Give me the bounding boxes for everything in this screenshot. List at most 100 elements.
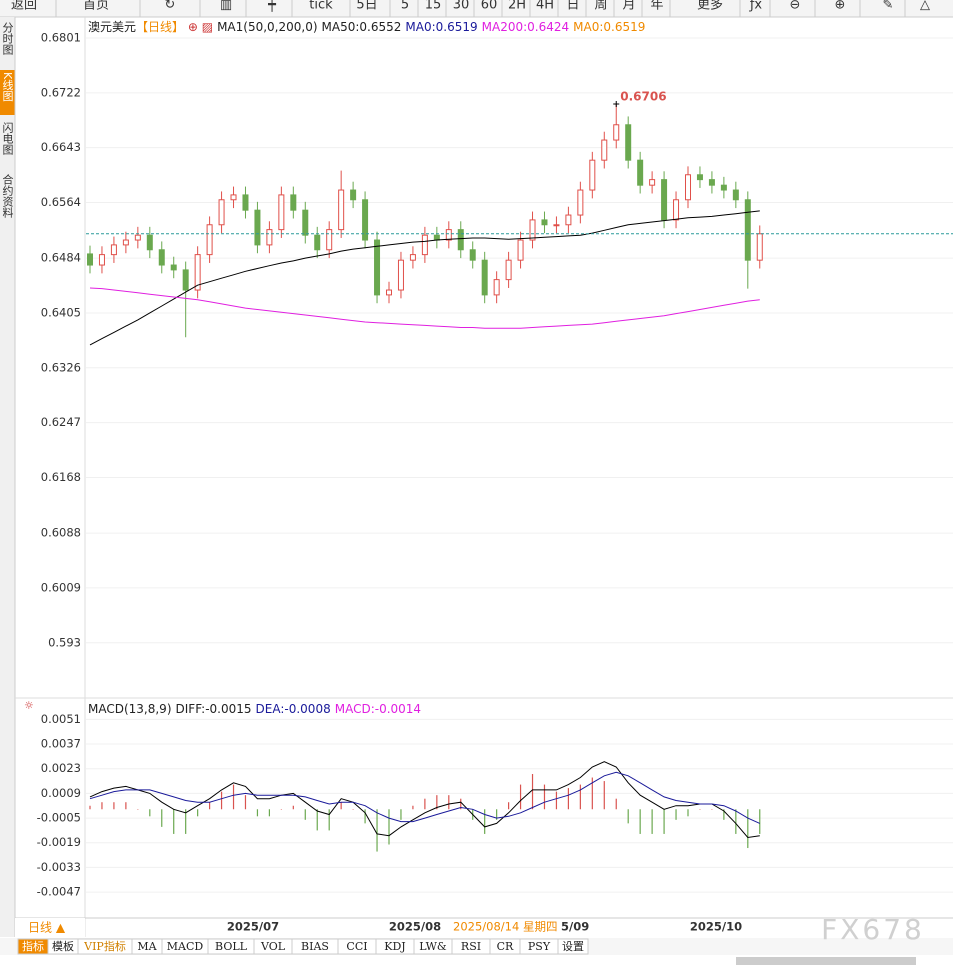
scrollbar[interactable] (736, 957, 916, 965)
indicator-tab[interactable]: 模板 (52, 939, 74, 953)
crosshair-date: 2025/08/14 星期四 (453, 920, 557, 934)
y-tick-label: 0.0037 (41, 737, 81, 751)
candle-body (242, 194, 249, 211)
candle-body (194, 254, 201, 291)
candle-body (421, 234, 428, 256)
time-label: 2025/07 (227, 920, 279, 934)
side-tab[interactable]: 分时图 (1, 22, 14, 56)
y-tick-label: -0.0033 (37, 860, 81, 874)
indicator-tab[interactable]: LW& (419, 940, 447, 953)
side-tab[interactable]: 闪电图 (1, 121, 14, 156)
side-tab[interactable]: K线图 (1, 72, 14, 102)
toolbar-icon[interactable]: ƒx (749, 0, 763, 13)
candle-body (732, 189, 739, 201)
indicator-tab[interactable]: CR (497, 940, 514, 953)
candle-body (146, 234, 153, 251)
candle-body (230, 194, 237, 201)
candle-body (565, 214, 572, 226)
toolbar-button[interactable]: 15 (425, 0, 442, 13)
candle-body (469, 249, 476, 261)
legend-entry: MA1(50,0,200,0) (217, 20, 317, 34)
y-tick-label: 0.0051 (41, 712, 81, 726)
candle-body (254, 209, 261, 246)
candle-body (685, 174, 691, 201)
candle-body (589, 159, 596, 191)
instrument-name: 澳元美元 (88, 20, 136, 34)
max-marker (613, 100, 620, 107)
time-label: 2025/10 (690, 920, 742, 934)
toolbar (0, 0, 953, 17)
toolbar-button[interactable]: 周 (594, 0, 607, 13)
period: 【日线】 (136, 20, 184, 34)
y-tick-label: 0.593 (48, 635, 81, 649)
indicator-tab[interactable]: BOLL (215, 940, 248, 953)
max-label: 0.6706 (620, 89, 666, 103)
candle-body (386, 289, 392, 296)
indicator-tab[interactable]: MACD (167, 940, 204, 953)
y-tick-label: 0.6168 (41, 470, 81, 484)
toolbar-icon[interactable]: △ (920, 0, 930, 13)
candle-body (206, 224, 213, 256)
y-tick-label: 0.6484 (41, 251, 81, 265)
indicator-tab[interactable]: RSI (461, 940, 481, 953)
toolbar-button[interactable]: 2H (508, 0, 526, 13)
toolbar-button[interactable]: 日 (566, 0, 579, 13)
candle-body (302, 209, 309, 236)
macd-line (89, 761, 760, 839)
indicator-tab[interactable]: BIAS (301, 940, 329, 953)
indicator-tab[interactable]: VIP指标 (83, 939, 126, 953)
toolbar-icon[interactable]: ┿ (267, 0, 276, 13)
toolbar-button[interactable]: 5日 (356, 0, 377, 13)
toolbar-icon[interactable]: ↻ (165, 0, 176, 13)
legend-entry: DIFF:-0.0015 (176, 702, 252, 716)
candle-body (433, 234, 440, 241)
toolbar-icon[interactable]: ⊕ (835, 0, 846, 13)
candle-body (87, 253, 93, 266)
toolbar-button[interactable]: 返回 (11, 0, 37, 13)
indicator-tab[interactable]: VOL (260, 940, 286, 953)
toolbar-button[interactable]: 4H (536, 0, 554, 13)
toolbar-items: 返回 首页 tick 5日 5 15 30 60 2H 4H 日 周 月 年 更多 (11, 0, 723, 13)
candle-body (110, 244, 117, 256)
candle-body (708, 179, 715, 186)
toolbar-icon[interactable]: ✎ (883, 0, 894, 13)
candle-body (457, 229, 464, 251)
period-label[interactable]: 日线 ▲ (28, 921, 66, 935)
candle-body (661, 179, 668, 221)
toolbar-icon[interactable]: ▥ (220, 0, 232, 13)
indicator-tab[interactable]: KDJ (384, 940, 405, 953)
candle-body (134, 234, 141, 241)
toolbar-button[interactable]: 60 (481, 0, 498, 13)
period-box (15, 918, 85, 938)
indicator-tab[interactable]: MA (137, 940, 157, 953)
toolbar-button[interactable]: 月 (622, 0, 635, 13)
candle-body (314, 234, 321, 251)
candle-body (122, 239, 129, 246)
legend-entry: DEA:-0.0008 (256, 702, 331, 716)
candle-body (649, 179, 656, 186)
active-side-tab (0, 70, 15, 115)
toolbar-button[interactable]: 年 (650, 0, 663, 13)
candle-body (290, 194, 297, 211)
toolbar-button[interactable]: 更多 (697, 0, 723, 13)
toolbar-button[interactable]: 5 (401, 0, 409, 13)
side-tab[interactable]: 合约资料 (1, 173, 14, 219)
indicator-tab[interactable]: 指标 (22, 939, 44, 953)
settings-icon[interactable]: ☼ (24, 699, 34, 712)
candle-body (170, 264, 177, 271)
legend-entry: MA0:0.6519 (405, 20, 477, 34)
candle-body (756, 233, 763, 261)
tab-box (557, 938, 589, 955)
toolbar-button[interactable]: 首页 (83, 0, 109, 13)
candle-body (182, 269, 189, 291)
toolbar-button[interactable]: tick (309, 0, 333, 13)
indicator-tab[interactable]: CCI (346, 940, 367, 953)
indicator-tab[interactable]: PSY (528, 940, 551, 953)
candle-body (696, 174, 703, 181)
candle-body (744, 199, 751, 261)
candle-body (577, 189, 584, 216)
indicator-tab[interactable]: 设置 (562, 940, 584, 953)
toolbar-icon[interactable]: ⊖ (790, 0, 801, 13)
toolbar-button[interactable]: 30 (453, 0, 470, 13)
candle-body (517, 239, 524, 261)
